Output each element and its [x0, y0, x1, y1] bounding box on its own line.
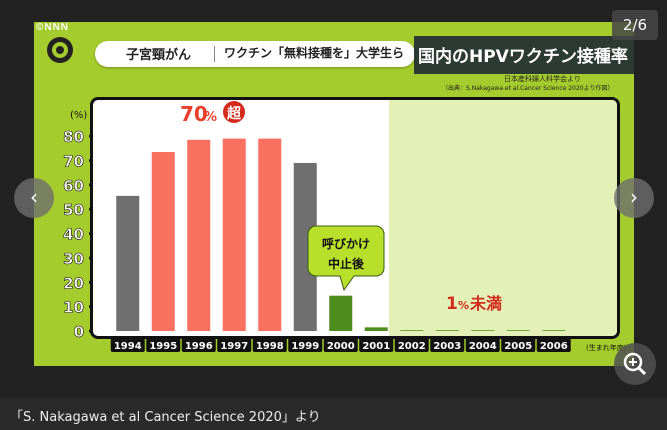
y-tick-mark: [89, 280, 93, 285]
y-tick-label: 70: [63, 153, 84, 171]
chart-title: 国内のHPVワクチン接種率: [418, 47, 628, 67]
source-citation: （出典：S.Nakagawa.et al.Cancer Science 2020…: [442, 85, 614, 92]
peak-annotation-value: 70: [180, 102, 208, 126]
x-tick-label: 2005: [504, 341, 532, 352]
x-tick-label: 1994: [114, 341, 142, 352]
x-tick-box: [217, 338, 252, 352]
y-tick-mark: [89, 231, 93, 236]
topic-label: 子宮頸がん: [126, 48, 192, 63]
x-tick-box: [359, 338, 394, 352]
y-tick-label: 80: [63, 128, 84, 146]
slide-image: ©NNN 子宮頸がん ワクチン「無料接種を」大学生ら 国内のHPVワクチン接種率…: [34, 22, 634, 366]
low-rate-shaded-region: [389, 100, 617, 336]
y-tick-label: 30: [63, 250, 84, 268]
y-tick-mark: [89, 182, 93, 187]
peak-badge-text: 超: [226, 105, 242, 122]
y-tick-label: 0: [74, 323, 84, 341]
bar-1995: [151, 152, 175, 331]
bar-2004: [471, 330, 495, 331]
halt-callout-bubble: [307, 225, 385, 292]
bar-1998: [258, 138, 282, 331]
bar-2005: [506, 330, 530, 331]
halt-callout-line2: 中止後: [328, 256, 365, 271]
x-tick-label: 2003: [433, 341, 461, 352]
chevron-left-icon: ‹: [30, 185, 38, 209]
y-tick-label: 10: [63, 299, 84, 317]
zoom-button[interactable]: [614, 343, 656, 385]
y-tick-label: 60: [63, 177, 84, 195]
x-tick-label: 2006: [540, 341, 568, 352]
x-tick-box: [430, 338, 465, 352]
y-axis-unit-label: (%): [70, 110, 87, 121]
bar-1996: [187, 139, 211, 331]
x-tick-box: [181, 338, 216, 352]
nnn-logo: [47, 37, 73, 63]
x-tick-box: [252, 338, 287, 352]
bar-1994: [116, 195, 140, 331]
y-tick-mark: [89, 158, 93, 163]
plot-area: [90, 97, 620, 339]
x-tick-label: 1999: [291, 341, 319, 352]
x-tick-box: [323, 338, 358, 352]
x-tick-box: [146, 338, 181, 352]
y-tick-mark: [89, 255, 93, 260]
slide-counter: 2/6: [612, 10, 658, 40]
bar-1999: [293, 162, 317, 331]
source-note: 日本産科婦人科学会より: [504, 75, 581, 83]
y-tick-mark: [89, 329, 93, 333]
x-axis-suffix: (生まれ年度): [586, 343, 627, 352]
headline-label: ワクチン「無料接種を」大学生ら: [224, 46, 405, 60]
x-tick-box: [288, 338, 323, 352]
y-tick-mark: [89, 207, 93, 212]
image-caption: 「S. Nakagawa et al Cancer Science 2020」よ…: [10, 410, 321, 425]
x-tick-box: [536, 338, 571, 352]
low-rate-value: 1: [446, 294, 458, 314]
low-rate-suffix: 未満: [469, 294, 502, 313]
x-tick-label: 2002: [398, 341, 426, 352]
x-tick-label: 2000: [327, 341, 355, 352]
bar-1997: [222, 138, 246, 331]
bar-2001: [364, 327, 388, 331]
x-tick-label: 2004: [469, 341, 497, 352]
prev-slide-button[interactable]: ‹: [14, 178, 54, 218]
logo-text: ©NNN: [36, 22, 70, 33]
y-tick-mark: [89, 134, 93, 139]
bar-chart: (%) 0 10 20 30 40 50 60 70 80 1994 1995 1996 1997 1998…: [63, 101, 627, 352]
x-tick-box: [110, 338, 145, 352]
bar-2003: [435, 330, 459, 331]
bar-2000: [329, 295, 353, 331]
next-slide-button[interactable]: ›: [614, 178, 654, 218]
x-tick-label: 1996: [185, 341, 213, 352]
caption-bar: [0, 398, 667, 430]
topic-divider: [214, 46, 215, 62]
x-tick-box: [465, 338, 500, 352]
topic-pill: [95, 41, 415, 67]
image-viewer: ©NNN 子宮頸がん ワクチン「無料接種を」大学生ら 国内のHPVワクチン接種率…: [14, 10, 658, 385]
y-tick-mark: [89, 304, 93, 309]
bar-2006: [542, 330, 566, 331]
title-banner: [414, 36, 634, 74]
x-tick-label: 1998: [256, 341, 284, 352]
x-tick-box: [394, 338, 429, 352]
chevron-right-icon: ›: [630, 185, 638, 209]
low-rate-unit: %: [458, 299, 469, 312]
y-tick-label: 40: [63, 226, 84, 244]
halt-callout-line1: 呼びかけ: [322, 236, 370, 251]
x-tick-label: 2001: [362, 341, 390, 352]
x-tick-label: 1995: [149, 341, 177, 352]
x-tick-box: [501, 338, 536, 352]
bar-2002: [400, 330, 424, 331]
peak-badge-circle: [223, 101, 245, 123]
y-tick-label: 50: [63, 201, 84, 219]
y-tick-label: 20: [63, 274, 84, 292]
zoom-in-icon: [623, 352, 647, 376]
x-tick-label: 1997: [220, 341, 248, 352]
peak-annotation-unit: %: [204, 110, 217, 125]
